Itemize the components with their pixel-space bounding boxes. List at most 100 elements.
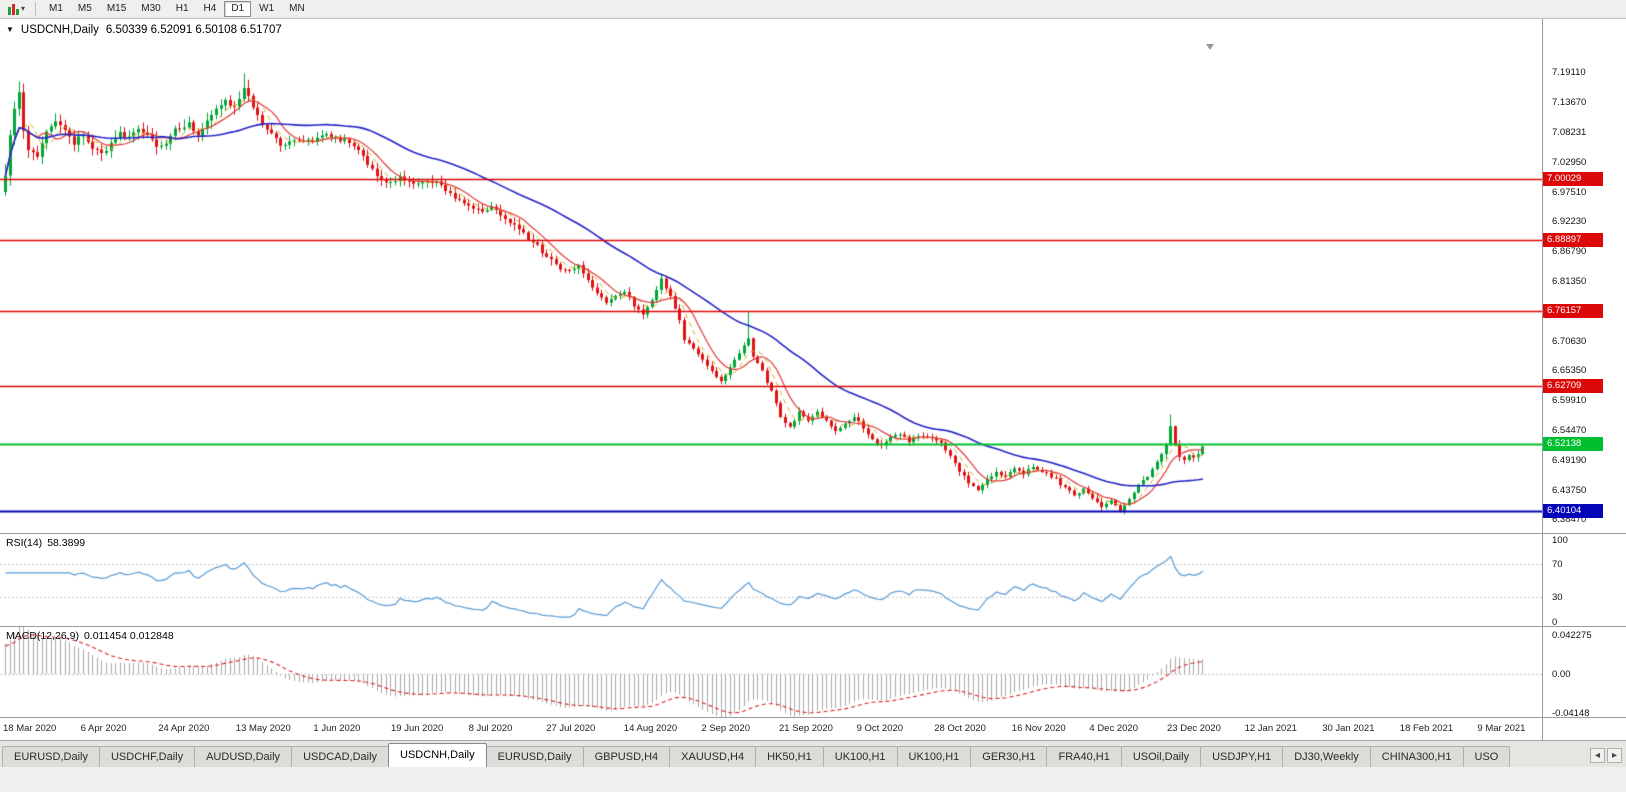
rsi-scale-label: 70 [1552, 559, 1563, 571]
rsi-value: 58.3899 [47, 537, 86, 549]
chart-type-button[interactable]: ▾ [4, 1, 29, 17]
macd-panel-canvas[interactable] [0, 627, 1542, 717]
chart-tab[interactable]: XAUUSD,H4 [669, 746, 757, 767]
macd-indicator-label: MACD(12,26,9) 0.011454 0.012848 [6, 630, 174, 642]
chart-tab[interactable]: DJ30,Weekly [1282, 746, 1371, 767]
chart-tab[interactable]: GER30,H1 [970, 746, 1048, 767]
chart-tab[interactable]: EURUSD,Daily [2, 746, 100, 767]
timeframe-button-h1[interactable]: H1 [175, 3, 189, 14]
macd-scale-label: 0.00 [1552, 668, 1571, 680]
date-axis-label: 2 Sep 2020 [701, 723, 750, 734]
chart-tab[interactable]: UK100,H1 [822, 746, 898, 767]
chart-tab[interactable]: HK50,H1 [755, 746, 824, 767]
chart-tab[interactable]: AUDUSD,Daily [194, 746, 293, 767]
one-click-trading-toggle[interactable]: ▼ [6, 25, 14, 34]
timeframe-toolbar: ▾ M1 M5 M15 M30 H1 H4 D1 W1 MN [0, 0, 1626, 19]
price-level-tag: 6.62709 [1543, 378, 1603, 393]
rsi-scale-label: 0 [1552, 616, 1558, 628]
rsi-scale-label: 30 [1552, 591, 1563, 603]
toolbar-separator [35, 2, 37, 16]
price-scale-label: 6.43750 [1552, 484, 1587, 496]
date-axis-label: 18 Feb 2021 [1399, 723, 1454, 734]
timeframe-button-mn[interactable]: MN [289, 3, 305, 14]
timeframe-button-w1[interactable]: W1 [259, 3, 275, 14]
price-scale-label: 6.97510 [1552, 186, 1587, 198]
chart-tab[interactable]: USO [1462, 746, 1511, 767]
macd-scale-label: -0.04148 [1552, 707, 1590, 719]
price-scale[interactable]: 7.19110 7.13670 7.08231 7.02950 6.97510 6.922… [1543, 19, 1626, 533]
panel-separator-rsi-macd[interactable] [0, 626, 1626, 627]
rsi-scale-label: 100 [1552, 534, 1568, 546]
date-axis-label: 28 Oct 2020 [934, 723, 986, 734]
price-level-tag: 6.88897 [1543, 233, 1603, 248]
price-level-tag: 6.40104 [1543, 503, 1603, 518]
chart-tab[interactable]: GBPUSD,H4 [582, 746, 671, 767]
date-axis-label: 12 Jan 2021 [1244, 723, 1297, 734]
main-chart-canvas[interactable] [0, 19, 1542, 533]
price-scale-label: 6.86790 [1552, 246, 1587, 258]
chart-ohlc-quote: 6.50339 6.52091 6.50108 6.51707 [105, 24, 282, 36]
price-scale-label: 6.92230 [1552, 216, 1587, 227]
timeframe-button-d1[interactable]: D1 [224, 1, 252, 17]
date-axis-label: 24 Apr 2020 [158, 723, 210, 734]
chart-tab[interactable]: EURUSD,Daily [485, 746, 584, 767]
price-scale-label: 6.70630 [1552, 335, 1587, 347]
date-axis-label: 14 Aug 2020 [623, 723, 678, 734]
chart-tab[interactable]: USDJPY,H1 [1200, 746, 1284, 767]
chart-tab[interactable]: FRA40,H1 [1046, 746, 1122, 767]
date-axis-label: 27 Jul 2020 [546, 723, 596, 734]
price-scale-label: 6.38470 [1552, 514, 1587, 525]
date-axis-label: 9 Mar 2021 [1477, 723, 1526, 734]
chart-symbol-label: USDCNH,Daily [20, 24, 99, 36]
chart-tab[interactable]: USDCHF,Daily [98, 746, 196, 767]
timeframe-button-m15[interactable]: M15 [106, 3, 127, 14]
chart-tab[interactable]: UK100,H1 [896, 746, 972, 767]
macd-scale-label: 0.042275 [1552, 629, 1592, 641]
candlestick-chart-icon [8, 3, 19, 15]
price-level-tag: 6.52138 [1543, 437, 1603, 452]
price-scale-label: 6.54470 [1552, 425, 1587, 437]
date-axis-label: 19 Jun 2020 [391, 723, 444, 734]
price-scale-label: 7.02950 [1552, 156, 1587, 168]
date-axis-label: 23 Dec 2020 [1167, 723, 1221, 734]
price-scale-label: 7.19110 [1552, 67, 1586, 78]
date-axis-label: 30 Jan 2021 [1322, 723, 1375, 734]
chart-tab[interactable]: USDCAD,Daily [291, 746, 390, 767]
rsi-panel-canvas[interactable] [0, 534, 1542, 626]
date-axis-label: 18 Mar 2020 [3, 723, 57, 734]
price-scale-label: 6.81350 [1552, 276, 1587, 288]
panel-separator-main-rsi[interactable] [0, 533, 1626, 534]
timeframe-button-h4[interactable]: H4 [203, 3, 217, 14]
date-axis-label: 13 May 2020 [235, 723, 291, 734]
price-scale-separator [1542, 19, 1543, 740]
rsi-indicator-label: RSI(14) 58.3899 [6, 537, 85, 549]
price-scale-label: 7.13670 [1552, 97, 1587, 109]
chart-tab[interactable]: CHINA300,H1 [1369, 746, 1464, 767]
price-scale-label: 6.65350 [1552, 365, 1587, 376]
price-level-tag: 6.76157 [1543, 304, 1603, 319]
macd-value: 0.011454 0.012848 [83, 630, 174, 642]
tab-scroll-controls: ◂ ▸ [1586, 748, 1626, 767]
date-axis[interactable]: 18 Mar 2020 6 Apr 2020 24 Apr 2020 13 May 2… [0, 718, 1542, 740]
rsi-name: RSI(14) [6, 537, 43, 549]
timeframe-button-m30[interactable]: M30 [141, 3, 161, 14]
macd-name: MACD(12,26,9) [6, 630, 79, 642]
price-scale-label: 6.49190 [1552, 454, 1587, 466]
dropdown-caret-icon: ▾ [21, 4, 26, 13]
chart-tab[interactable]: USOil,Daily [1120, 746, 1202, 767]
window-bottom-strip [0, 767, 1626, 792]
macd-scale[interactable]: 0.042275 0.00 -0.04148 [1543, 627, 1626, 719]
chart-shift-marker-icon[interactable] [1206, 44, 1214, 50]
tab-scroll-left-button[interactable]: ◂ [1590, 748, 1605, 763]
date-axis-label: 9 Oct 2020 [856, 723, 904, 734]
chart-tab-active[interactable]: USDCNH,Daily [388, 743, 487, 767]
date-axis-label: 21 Sep 2020 [779, 723, 833, 734]
timeframe-button-m5[interactable]: M5 [77, 3, 92, 14]
rsi-scale[interactable]: 100 70 30 0 [1543, 534, 1626, 628]
date-axis-label: 4 Dec 2020 [1089, 723, 1138, 734]
price-scale-label: 6.59910 [1552, 395, 1587, 407]
chart-title: ▼ USDCNH,Daily 6.50339 6.52091 6.50108 6… [6, 24, 282, 36]
tab-scroll-right-button[interactable]: ▸ [1607, 748, 1622, 763]
timeframe-button-m1[interactable]: M1 [49, 3, 63, 14]
